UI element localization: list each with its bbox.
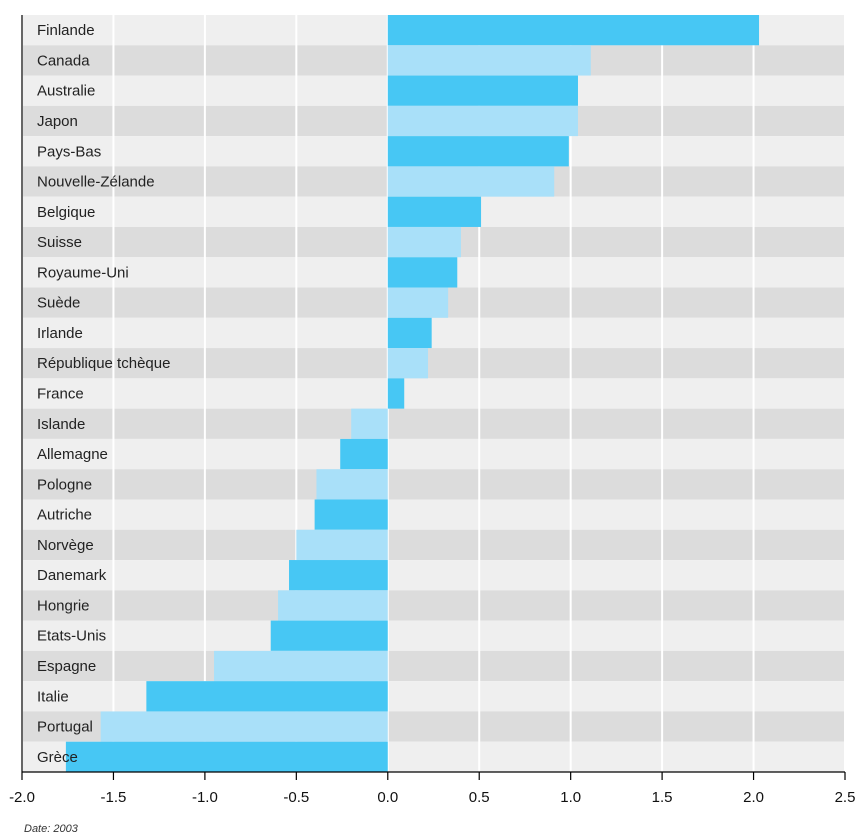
category-label: Suède xyxy=(37,295,80,312)
row-band xyxy=(22,348,845,379)
x-tick-label: 2.5 xyxy=(835,789,855,806)
bar xyxy=(65,741,388,772)
bar xyxy=(214,650,388,682)
x-tick-label: 0.5 xyxy=(469,789,490,806)
row-band xyxy=(22,469,845,500)
category-label: Royaume-Uni xyxy=(37,264,129,281)
category-label: Espagne xyxy=(37,658,96,675)
x-tick-label: -2.0 xyxy=(9,789,35,806)
category-label: Hongrie xyxy=(37,597,90,614)
row-band xyxy=(22,681,845,712)
bar xyxy=(387,105,578,137)
row-band xyxy=(22,378,845,409)
row-band xyxy=(22,438,845,470)
category-label: Australie xyxy=(37,83,95,100)
bar xyxy=(387,196,482,227)
category-label: Grèce xyxy=(37,749,78,766)
bar xyxy=(387,226,461,258)
row-band xyxy=(22,590,845,621)
bar xyxy=(387,378,405,409)
category-label: Italie xyxy=(37,688,69,705)
bar xyxy=(387,166,555,197)
bar xyxy=(387,348,429,379)
category-label: Belgique xyxy=(37,204,95,221)
row-band xyxy=(22,620,845,651)
row-band xyxy=(22,529,845,561)
category-label: Finlande xyxy=(37,22,95,39)
category-label: Canada xyxy=(37,52,90,69)
x-tick-label: 0.0 xyxy=(377,789,398,806)
category-label: Nouvelle-Zélande xyxy=(37,174,155,191)
x-tick-label: -0.5 xyxy=(283,789,309,806)
bar xyxy=(296,529,388,561)
category-label: France xyxy=(37,386,84,403)
category-label: Irlande xyxy=(37,325,83,342)
category-label: Suisse xyxy=(37,234,82,251)
row-band xyxy=(22,560,845,591)
category-labels: Finlande Canada Australie Japon Pays-Bas Nouv… xyxy=(37,22,170,766)
category-label: République tchèque xyxy=(37,355,170,372)
bar xyxy=(314,499,388,530)
x-tick-label: 1.0 xyxy=(560,789,581,806)
bar xyxy=(387,317,432,349)
x-tick-label: 1.5 xyxy=(652,789,673,806)
row-band xyxy=(22,499,845,530)
bar xyxy=(387,75,578,106)
category-label: Portugal xyxy=(37,719,93,736)
x-tick-label: -1.0 xyxy=(192,789,218,806)
category-label: Japon xyxy=(37,113,78,130)
bar xyxy=(100,711,388,742)
row-band xyxy=(22,317,845,349)
category-label: Islande xyxy=(37,416,85,433)
bar xyxy=(387,136,569,167)
bars xyxy=(65,15,760,772)
category-label: Etats-Unis xyxy=(37,628,106,645)
bar xyxy=(351,408,388,439)
bar xyxy=(387,45,591,76)
bar xyxy=(289,560,388,591)
bar xyxy=(146,681,388,712)
bar xyxy=(387,287,449,318)
bar xyxy=(387,257,458,288)
row-band xyxy=(22,408,845,439)
x-tick-label: 2.0 xyxy=(743,789,764,806)
bar xyxy=(387,15,760,46)
category-label: Pays-Bas xyxy=(37,143,101,160)
category-label: Autriche xyxy=(37,507,92,524)
bar xyxy=(278,590,388,621)
category-label: Pologne xyxy=(37,476,92,493)
date-note: Date: 2003 xyxy=(24,823,79,835)
bar xyxy=(316,469,388,500)
category-label: Danemark xyxy=(37,567,107,584)
category-label: Allemagne xyxy=(37,446,108,463)
bar xyxy=(340,438,388,470)
bar xyxy=(270,620,388,651)
row-band xyxy=(22,650,845,682)
x-axis: -2.0 -1.5 -1.0 -0.5 0.0 0.5 1.0 1.5 2.0 2.5 xyxy=(9,15,855,806)
category-label: Norvège xyxy=(37,537,94,554)
x-tick-label: -1.5 xyxy=(101,789,127,806)
